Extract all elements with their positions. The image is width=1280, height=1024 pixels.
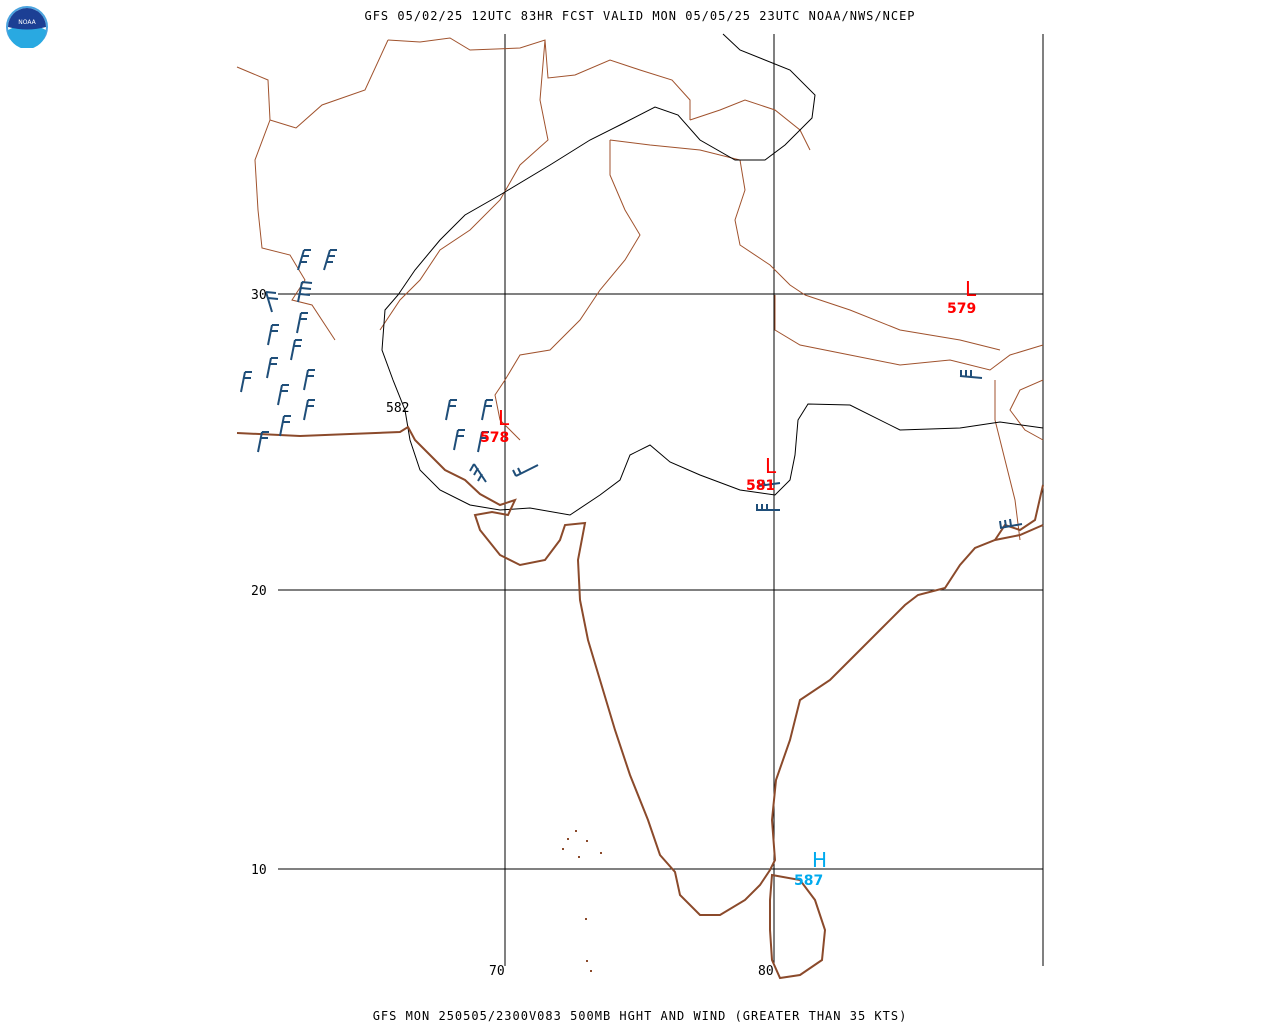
low-center-value: 578 [480,430,509,446]
map-caption: GFS MON 250505/2300V083 500MB HGHT AND W… [372,1009,908,1023]
lat-lon-grid [278,34,1044,966]
wind-barb [240,371,252,393]
wind-barb [266,357,278,379]
low-center-letter: L [965,277,977,301]
wind-barb [303,369,315,391]
coastline [236,425,1044,980]
wind-barb [303,399,315,421]
wind-barb [257,431,269,453]
wind-barb [453,429,465,451]
wind-barb [512,464,539,477]
wind-barb [445,399,457,421]
wind-barb [999,518,1023,529]
low-center-value: 579 [947,301,976,317]
wind-barbs [240,249,1023,529]
wind-barb [297,249,311,271]
noaa-logo-icon: NOAA [6,6,48,48]
map-title: GFS 05/02/25 12UTC 83HR FCST VALID MON 0… [364,9,916,23]
contour-label-582: 582 [386,401,409,416]
pressure-systems: L 578 L 581 L 579 H 587 [480,277,977,889]
islands [562,830,602,972]
high-center-letter: H [812,848,827,872]
wind-barb [477,431,489,453]
country-borders [236,37,1044,541]
wind-barb [267,324,279,346]
high-center-value: 587 [794,873,823,889]
wind-barb [265,291,279,313]
svg-text:NOAA: NOAA [18,19,36,26]
grid-labels: 30 20 10 70 80 [251,288,774,979]
lon-label-70: 70 [489,964,505,979]
wind-barb [279,415,291,437]
wind-barb [757,479,781,487]
wind-barb [756,504,780,511]
wind-barb [481,399,493,421]
wind-barb [290,339,302,361]
wind-barb [323,249,337,271]
height-contour-582 [381,33,1044,516]
wind-barb [959,370,983,379]
wind-barb [296,312,308,334]
lon-label-80: 80 [758,964,774,979]
lat-label-10: 10 [251,863,267,878]
wind-barb [277,384,289,406]
low-center-letter: L [765,454,777,478]
wind-barb [469,463,487,483]
wind-barb [297,281,313,303]
low-center-value: 581 [746,478,775,494]
lat-label-20: 20 [251,584,267,599]
low-center-letter: L [498,406,510,430]
lat-label-30: 30 [251,288,267,303]
